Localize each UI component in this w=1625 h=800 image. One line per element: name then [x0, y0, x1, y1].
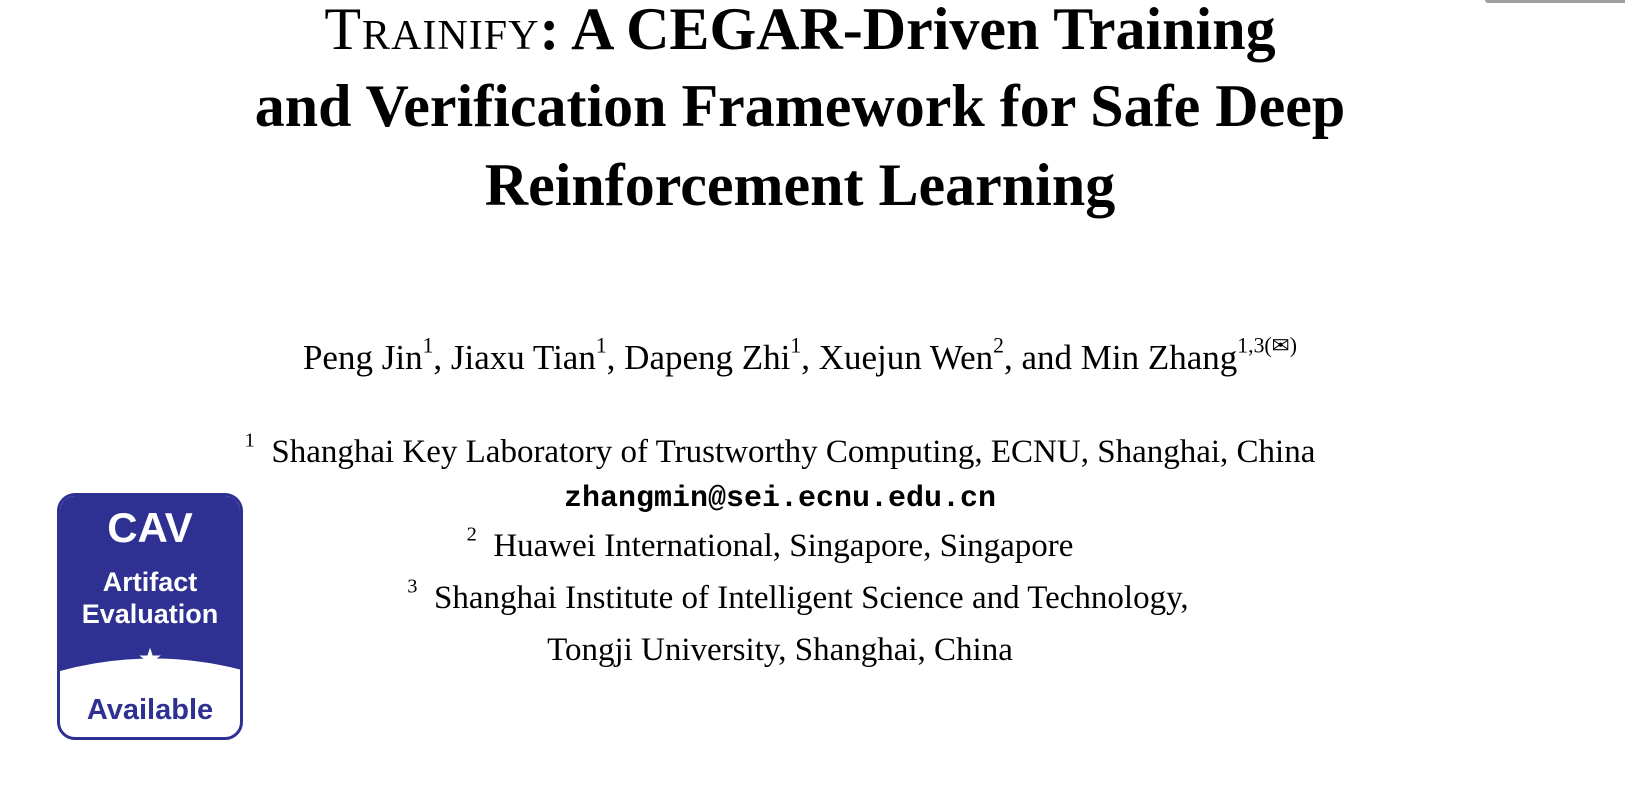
window-corner: [1485, 0, 1625, 3]
author: Min Zhang1,3(✉): [1080, 333, 1298, 377]
paper-title-line-1: Trainify: A CEGAR-Driven Training: [0, 0, 1600, 64]
author-list: Peng Jin1, Jiaxu Tian1, Dapeng Zhi1, Xue…: [302, 333, 1298, 377]
author: Peng Jin1: [302, 333, 434, 377]
badge-cav: CAV: [107, 504, 193, 551]
badge-label: Artifact Evaluation: [81, 567, 219, 629]
author: Jiaxu Tian1: [450, 333, 607, 377]
badge-background: [60, 496, 240, 671]
star-icon: ★: [137, 643, 163, 674]
email[interactable]: zhangmin@sei.ecnu.edu.cn: [563, 482, 997, 516]
artifact-evaluation-badge: CAV Artifact Evaluation ★ Available: [57, 493, 243, 740]
tool-name: Trainify: [324, 0, 540, 62]
badge-status: Available: [86, 694, 214, 726]
paper-title-line-2: and Verification Framework for Safe Deep: [254, 73, 1346, 139]
affiliation-1: 1 Shanghai Key Laboratory of Trustworthy…: [244, 429, 1316, 470]
affiliation-3-cont: Tongji University, Shanghai, China: [547, 632, 1013, 668]
author: Xuejun Wen2: [818, 333, 1004, 377]
affiliation-3: 3 Shanghai Institute of Intelligent Scie…: [407, 575, 1189, 616]
paper-title-line-3: Reinforcement Learning: [484, 152, 1116, 218]
author: Dapeng Zhi1: [624, 333, 802, 377]
affiliation-2: 2 Huawei International, Singapore, Singa…: [466, 523, 1074, 564]
